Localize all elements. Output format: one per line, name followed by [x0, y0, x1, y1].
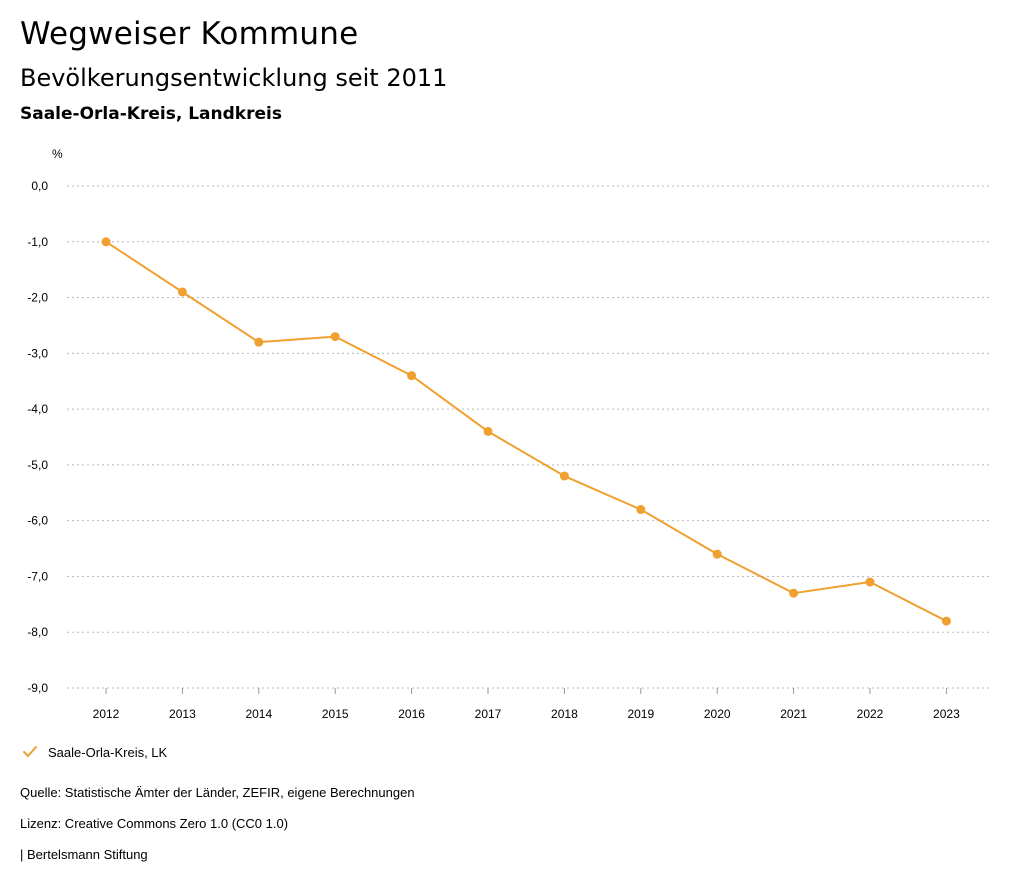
data-point	[712, 549, 722, 559]
series-line	[105, 240, 947, 622]
y-tick-label: -9,0	[27, 681, 48, 695]
x-tick-label: 2014	[245, 707, 272, 721]
x-tick-label: 2016	[398, 707, 425, 721]
y-tick-label: -1,0	[27, 235, 48, 249]
legend[interactable]: Saale-Orla-Kreis, LK	[22, 744, 167, 760]
x-tick-label: 2023	[933, 707, 960, 721]
grid-lines	[67, 185, 990, 689]
data-point	[559, 471, 569, 481]
data-point	[483, 426, 493, 436]
publisher-note: | Bertelsmann Stiftung	[20, 847, 148, 862]
y-tick-label: -6,0	[27, 514, 48, 528]
y-tick-label: -7,0	[27, 569, 48, 583]
x-tick-label: 2020	[704, 707, 731, 721]
x-tick-label: 2022	[857, 707, 884, 721]
page-title: Wegweiser Kommune	[20, 16, 359, 52]
x-tick-label: 2015	[322, 707, 349, 721]
legend-label: Saale-Orla-Kreis, LK	[48, 744, 168, 760]
line-chart: % 0,0 -1,0 -2,0 -3,0 -4,0 -5,0 -6,0 -7,0 -8,0 -9,0…	[27, 147, 990, 721]
chart-subtitle: Bevölkerungsentwicklung seit 2011	[20, 64, 448, 92]
data-point	[789, 588, 799, 598]
y-tick-label: 0,0	[31, 179, 48, 193]
y-axis-unit-label: %	[52, 147, 63, 161]
y-tick-label: -8,0	[27, 625, 48, 639]
x-tick-label: 2017	[475, 707, 502, 721]
x-tick-label: 2018	[551, 707, 578, 721]
data-point	[330, 332, 340, 342]
data-point	[101, 237, 111, 247]
check-icon	[23, 746, 37, 757]
data-point	[177, 287, 187, 297]
series-layer	[101, 237, 951, 626]
data-point	[865, 577, 875, 587]
data-point	[407, 371, 417, 381]
data-point	[636, 505, 646, 515]
y-tick-label: -4,0	[27, 402, 48, 416]
y-tick-label: -3,0	[27, 346, 48, 360]
source-note: Quelle: Statistische Ämter der Länder, Z…	[20, 785, 415, 800]
x-tick-label: 2021	[780, 707, 807, 721]
x-tick-label: 2019	[627, 707, 654, 721]
license-note: Lizenz: Creative Commons Zero 1.0 (CC0 1…	[20, 816, 289, 831]
data-point	[254, 337, 264, 347]
x-tick-label: 2012	[93, 707, 120, 721]
y-tick-label: -2,0	[27, 291, 48, 305]
y-tick-label: -5,0	[27, 458, 48, 472]
data-point	[941, 616, 951, 626]
axes: % 0,0 -1,0 -2,0 -3,0 -4,0 -5,0 -6,0 -7,0 -8,0 -9,0…	[27, 147, 960, 721]
region-name: Saale-Orla-Kreis, Landkreis	[20, 104, 282, 124]
x-tick-label: 2013	[169, 707, 196, 721]
